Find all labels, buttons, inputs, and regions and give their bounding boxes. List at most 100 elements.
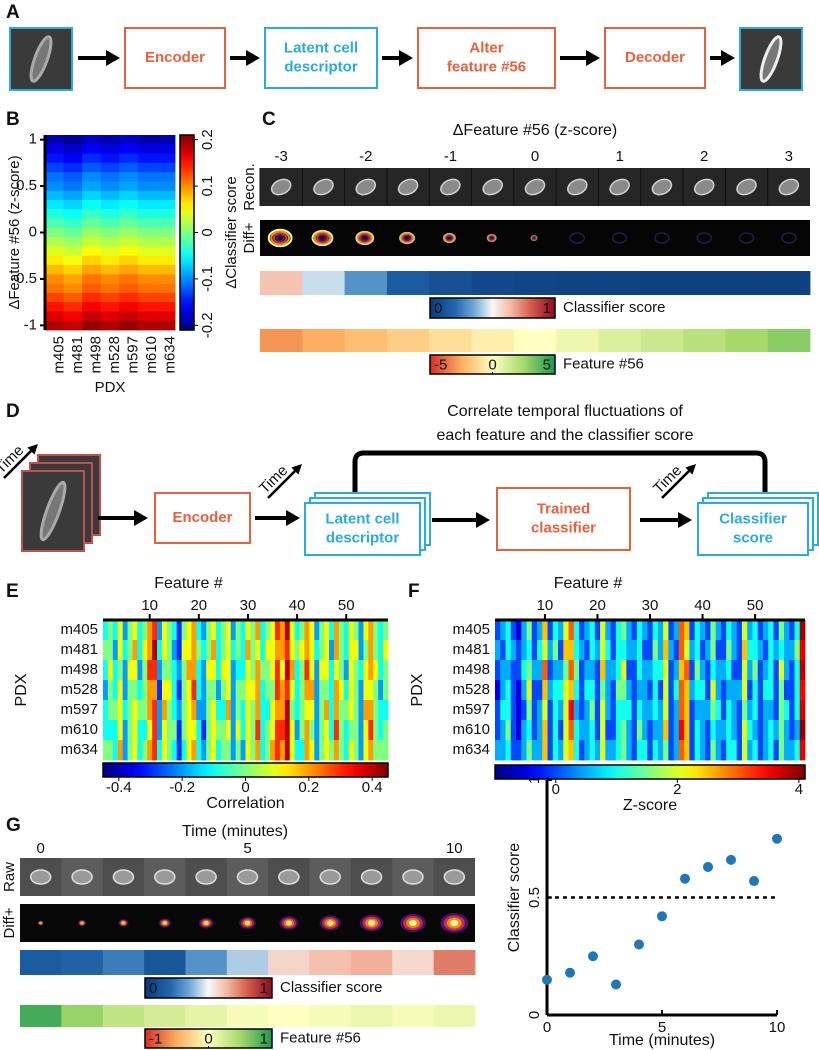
heatmap-cell (147, 680, 153, 701)
heatmap-cell (100, 302, 120, 312)
heatmap-cell (299, 720, 305, 741)
heatmap-cell (255, 700, 261, 721)
heatmap-cell (100, 172, 120, 182)
heatmap-cell (112, 740, 119, 761)
score-cell (433, 950, 476, 975)
heatmap-cell (343, 620, 350, 641)
heatmap-cell (615, 620, 622, 641)
heatmap-cell (230, 700, 237, 721)
heatmap-cell (789, 640, 795, 661)
heatmap-cell (521, 660, 527, 681)
heatmap-cell (510, 740, 517, 761)
heatmap-cell (358, 700, 364, 721)
heatmap-cell (235, 660, 241, 681)
heatmap-cell (610, 680, 617, 701)
heatmap-cell (63, 311, 83, 322)
heatmap-cell (284, 720, 291, 741)
cell-shape (759, 35, 783, 83)
heatmap-cell (137, 311, 157, 322)
heatmap-cell (196, 740, 202, 761)
heatmap-cell (161, 740, 168, 761)
heatmap-cell (206, 740, 212, 761)
heatmap-cell (107, 620, 114, 641)
heatmap-cell (594, 660, 601, 681)
heatmap-cell (152, 680, 158, 701)
heatmap-cell (211, 660, 217, 681)
heatmap-cell (358, 740, 364, 761)
heatmap-cell (45, 246, 64, 257)
heatmap-cell (100, 200, 120, 210)
diff-blob (403, 234, 411, 242)
heatmap-cell (127, 680, 133, 701)
heatmap-cell (45, 209, 64, 219)
heatmap-cell (773, 700, 780, 721)
diff-blob (326, 920, 334, 926)
heatmap-cell (260, 720, 266, 741)
heatmap-cell (531, 720, 538, 741)
heatmap-cell (694, 660, 701, 681)
heatmap-cell (284, 620, 291, 641)
heatmap-cell (663, 640, 669, 661)
heatmap-cell (726, 700, 732, 721)
heatmap-cell (45, 302, 64, 312)
heatmap-cell (319, 740, 325, 761)
box-text: feature #56 (447, 58, 526, 75)
colorbar-tick-label: -0.4 (106, 779, 132, 796)
heatmap-cell (157, 680, 163, 701)
heatmap-cell (119, 292, 139, 303)
score-cell (185, 950, 228, 975)
heatmap-cell (594, 620, 601, 641)
box-text: Trained (537, 500, 590, 517)
diff-blob (39, 921, 43, 925)
heatmap-cell (573, 680, 580, 701)
heatmap-cell (783, 700, 790, 721)
diff-blob (244, 920, 251, 926)
point (680, 873, 690, 884)
heatmap-cell (137, 144, 157, 154)
heatmap-cell (156, 255, 176, 266)
score-cell (640, 271, 684, 295)
heatmap-cell (63, 209, 83, 219)
heatmap-cell (255, 680, 261, 701)
heatmap-cell (757, 640, 764, 661)
heatmap-cell (363, 680, 369, 701)
heatmap-cell (265, 620, 271, 641)
heatmap-cell (537, 720, 543, 741)
heatmap-cell (373, 740, 379, 761)
heatmap-cell (333, 700, 340, 721)
heatmap-cell (309, 660, 315, 681)
heatmap-cell (161, 680, 168, 701)
heatmap-cell (329, 700, 335, 721)
heatmap-cell (363, 660, 369, 681)
heatmap-cell (132, 680, 138, 701)
heatmap-cell (652, 660, 659, 681)
heatmap-cell (119, 172, 139, 182)
heatmap-cell (206, 700, 212, 721)
row-label: m405 (452, 621, 490, 638)
score-cell (350, 1005, 393, 1027)
heatmap-cell (358, 660, 364, 681)
cell-shape (195, 869, 217, 885)
heatmap-cell (563, 660, 569, 681)
heatmap-cell (636, 700, 643, 721)
heatmap-cell (762, 620, 769, 641)
heatmap-cell (45, 162, 64, 173)
heatmap-cell (82, 218, 102, 229)
row-label: m481 (452, 641, 490, 658)
heatmap-cell (678, 700, 685, 721)
heatmap-cell (235, 720, 241, 741)
heatmap-cell (156, 227, 176, 238)
heatmap-cell (100, 246, 120, 257)
heatmap-cell (186, 660, 192, 681)
colorbar-tick-label: -0.2 (199, 312, 216, 338)
heatmap-cell (699, 620, 706, 641)
heatmap-cell (270, 640, 276, 661)
heatmap-cell (705, 700, 711, 721)
heatmap-cell (265, 740, 271, 761)
heatmap-cell (299, 620, 305, 641)
heatmap-cell (82, 274, 102, 284)
heatmap-cell (747, 620, 753, 641)
heatmap-cell (279, 700, 286, 721)
heatmap-cell (731, 700, 738, 721)
heatmap-cell (636, 720, 643, 741)
